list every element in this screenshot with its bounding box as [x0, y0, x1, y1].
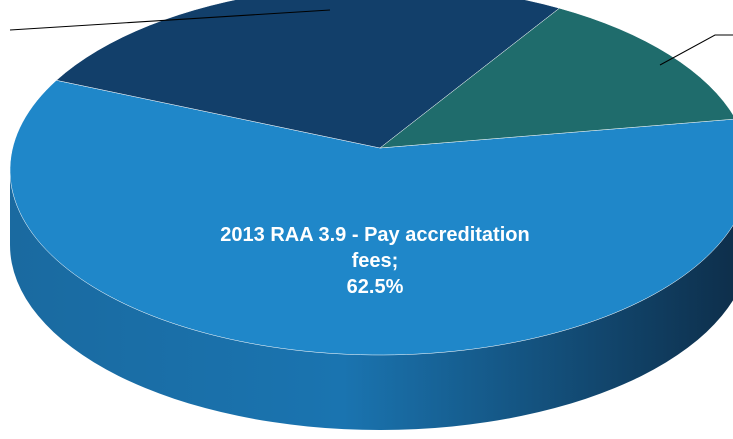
pie-side: [10, 170, 733, 430]
leader-line: [659, 34, 733, 66]
category-label: 2013 RAA 3.9 - Pay accreditation fees;: [220, 224, 530, 272]
pie-sides: [10, 170, 733, 430]
pie-slice: [379, 7, 733, 149]
pie-slice: [55, 0, 560, 149]
leader-line: [9, 9, 331, 31]
value-label: 62.5%: [346, 276, 404, 298]
data-label: 2013 RAA 3.9 - Pay accreditation fees; 6…: [195, 222, 555, 300]
data-label-box: 2013 RAA 3.9 - Pay accreditation fees; 6…: [195, 222, 555, 300]
pie-tops: [9, 0, 733, 356]
pie-slice: [9, 80, 733, 356]
